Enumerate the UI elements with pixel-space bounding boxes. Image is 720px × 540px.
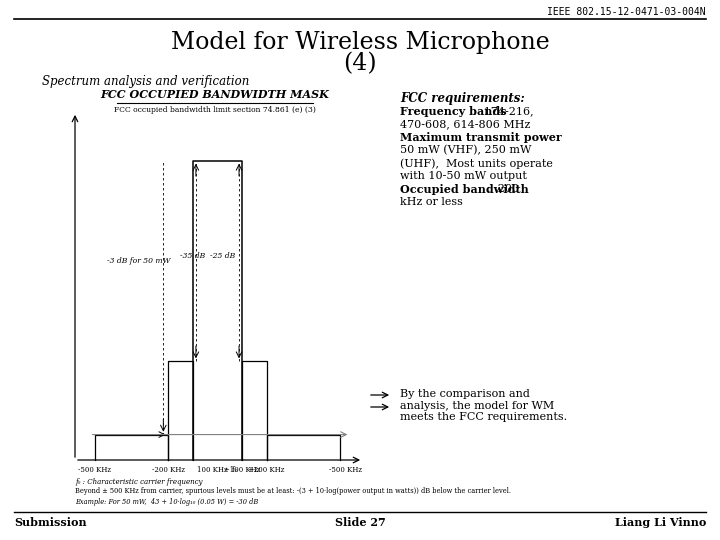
Text: Beyond ± 500 KHz from carrier, spurious levels must be at least: -(3 + 10·log(po: Beyond ± 500 KHz from carrier, spurious … xyxy=(75,487,511,495)
Text: :  200: : 200 xyxy=(487,184,519,194)
Text: :  174-216,: : 174-216, xyxy=(473,106,534,116)
Text: -500 KHz: -500 KHz xyxy=(329,466,361,474)
Text: Spectrum analysis and verification: Spectrum analysis and verification xyxy=(42,76,249,89)
Text: 50 mW (VHF), 250 mW: 50 mW (VHF), 250 mW xyxy=(400,145,531,156)
Text: IEEE 802.15-12-0471-03-004N: IEEE 802.15-12-0471-03-004N xyxy=(547,7,706,17)
Text: -3 dB for 50 mW: -3 dB for 50 mW xyxy=(107,257,170,265)
Text: :: : xyxy=(507,132,510,142)
Text: (4): (4) xyxy=(343,52,377,76)
Text: Slide 27: Slide 27 xyxy=(335,517,385,529)
Text: FCC OCCUPIED BANDWIDTH MASK: FCC OCCUPIED BANDWIDTH MASK xyxy=(101,89,329,100)
Text: f₀ : Characteristic carrier frequency: f₀ : Characteristic carrier frequency xyxy=(75,478,202,486)
Text: 470-608, 614-806 MHz: 470-608, 614-806 MHz xyxy=(400,119,531,129)
Text: (UHF),  Most units operate: (UHF), Most units operate xyxy=(400,158,553,168)
Text: Occupied bandwidth: Occupied bandwidth xyxy=(400,184,528,195)
Text: Liang Li Vinno: Liang Li Vinno xyxy=(615,517,706,529)
Text: -35 dB  -25 dB: -35 dB -25 dB xyxy=(180,252,235,260)
Text: By the comparison and
analysis, the model for WM
meets the FCC requirements.: By the comparison and analysis, the mode… xyxy=(400,389,567,422)
Text: -200 KHz: -200 KHz xyxy=(152,466,185,474)
Text: FCC occupied bandwidth limit section 74.861 (e) (3): FCC occupied bandwidth limit section 74.… xyxy=(114,106,316,114)
Text: Frequency bands: Frequency bands xyxy=(400,106,507,117)
Text: with 10-50 mW output: with 10-50 mW output xyxy=(400,171,527,181)
Text: Submission: Submission xyxy=(14,517,86,529)
Text: FCC requirements:: FCC requirements: xyxy=(400,92,525,105)
Text: Example: For 50 mW,  43 + 10·log₁₀ (0.05 W) = -30 dB: Example: For 50 mW, 43 + 10·log₁₀ (0.05 … xyxy=(75,498,258,506)
Text: Model for Wireless Microphone: Model for Wireless Microphone xyxy=(171,31,549,55)
Text: -500 KHz: -500 KHz xyxy=(78,466,111,474)
Text: +100 KHz: +100 KHz xyxy=(224,466,260,474)
Text: kHz or less: kHz or less xyxy=(400,197,463,207)
Text: 100 KHz  f₀: 100 KHz f₀ xyxy=(197,466,238,474)
Text: Maximum transmit power: Maximum transmit power xyxy=(400,132,562,143)
Text: +200 KHz: +200 KHz xyxy=(248,466,285,474)
